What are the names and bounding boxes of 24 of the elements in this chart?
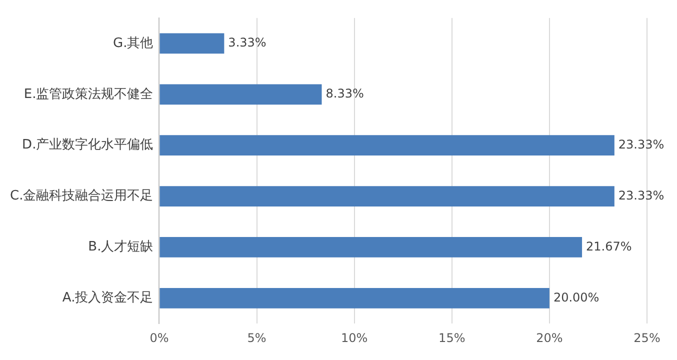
bar bbox=[160, 135, 614, 156]
bar bbox=[160, 237, 582, 258]
bar bbox=[160, 288, 550, 308]
y-tick-label: A.投入资金不足 bbox=[62, 290, 154, 306]
x-tick-label: 25% bbox=[634, 330, 660, 345]
y-tick-label: E.监管政策法规不健全 bbox=[24, 86, 154, 102]
data-label: 23.33% bbox=[618, 188, 664, 202]
data-label: 23.33% bbox=[618, 137, 664, 152]
y-tick-label: D.产业数字化水平偏低 bbox=[22, 136, 154, 153]
y-tick-label: C.金融科技融合运用不足 bbox=[10, 188, 154, 204]
bar bbox=[160, 84, 322, 105]
y-tick-label: B.人才短缺 bbox=[88, 240, 154, 255]
bar bbox=[160, 186, 614, 206]
x-tick-label: 20% bbox=[536, 330, 563, 345]
y-tick-label: G.其他 bbox=[112, 36, 154, 51]
data-label: 3.33% bbox=[228, 36, 266, 50]
bar bbox=[160, 33, 224, 54]
x-tick-label: 5% bbox=[247, 330, 266, 345]
x-tick-label: 0% bbox=[150, 330, 169, 345]
data-label: 8.33% bbox=[326, 86, 364, 101]
data-label: 20.00% bbox=[553, 290, 600, 304]
x-tick-label: 10% bbox=[340, 330, 368, 345]
x-tick-label: 15% bbox=[438, 330, 466, 345]
data-label: 21.67% bbox=[586, 239, 632, 254]
